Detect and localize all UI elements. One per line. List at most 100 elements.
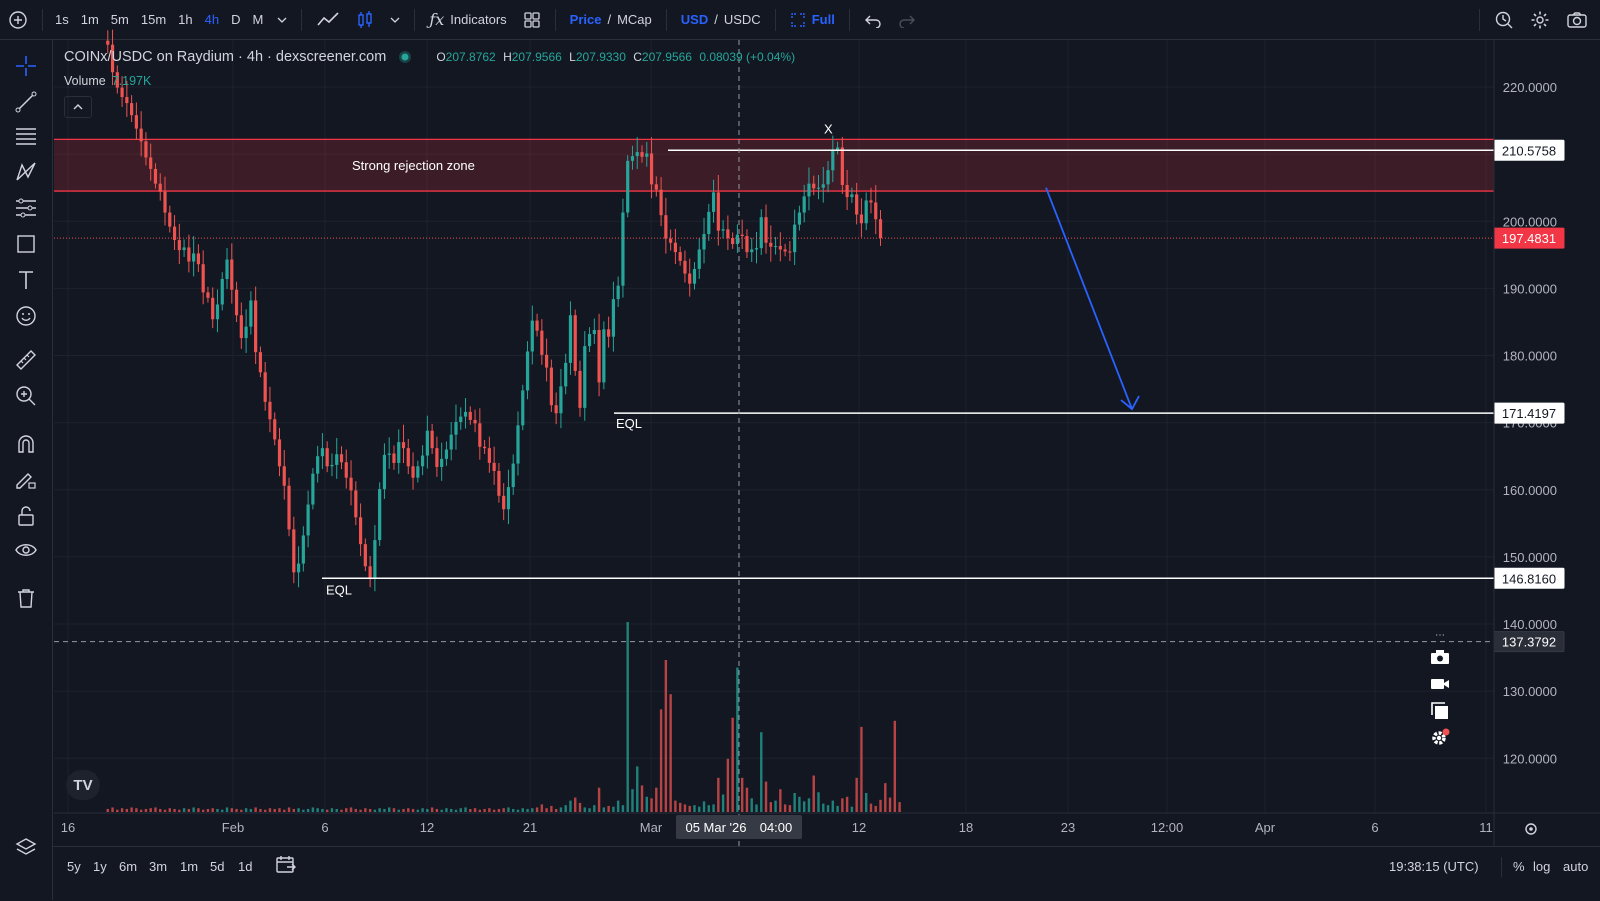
auto-toggle[interactable]: auto (1563, 859, 1589, 874)
chart-settings-button[interactable] (1428, 726, 1452, 750)
snapshot-button[interactable] (1558, 11, 1600, 29)
range-6m[interactable]: 6m (119, 859, 138, 874)
zoom-tool[interactable] (12, 382, 40, 410)
remove-drawings-tool[interactable] (12, 584, 40, 612)
candle-body (554, 405, 558, 414)
horizontal-lines-tool[interactable] (12, 122, 40, 150)
pattern-tool[interactable] (12, 158, 40, 186)
volume-bar (788, 805, 792, 812)
range-1d[interactable]: 1d (238, 859, 253, 874)
grid-layout-icon (524, 11, 540, 28)
volume-bar (554, 808, 558, 812)
timeframe-m[interactable]: M (252, 12, 264, 27)
layouts-button[interactable] (515, 11, 549, 29)
candle-body (192, 253, 196, 262)
volume-bar (674, 800, 677, 812)
object-tree-tool[interactable] (12, 834, 40, 862)
candle-chart-button[interactable] (348, 10, 382, 30)
line-chart-button[interactable] (308, 11, 348, 29)
candle-body (440, 458, 444, 467)
time-tick-label: 6 (321, 820, 328, 835)
date-range-button[interactable] (275, 855, 297, 878)
candle-body (793, 224, 797, 253)
timeframe-1h[interactable]: 1h (178, 12, 193, 27)
drawing-mode-tool[interactable] (12, 466, 40, 494)
close-value: 207.9566 (641, 50, 692, 64)
candle-body (702, 234, 706, 250)
utc-clock[interactable]: 19:38:15 (UTC) (1389, 859, 1479, 874)
tradingview-logo[interactable]: TV (66, 770, 100, 800)
trendline-tool[interactable] (12, 88, 40, 116)
range-5d[interactable]: 5d (210, 859, 225, 874)
chart-type-dropdown[interactable] (382, 16, 408, 24)
percent-toggle[interactable]: % (1513, 859, 1525, 874)
add-symbol-button[interactable] (0, 10, 36, 30)
candle-body (168, 212, 172, 227)
candle-body (807, 183, 811, 197)
volume-bar (736, 667, 739, 812)
more-tools-button[interactable]: ⋯ (1428, 628, 1452, 642)
collapse-legend-button[interactable] (64, 96, 92, 118)
replay-button[interactable] (1486, 10, 1522, 30)
time-tick-label: Feb (222, 820, 244, 835)
symbol-title[interactable]: COINx/USDC on Raydium · 4h · dexscreener… (64, 49, 387, 65)
undo-button[interactable] (856, 12, 890, 28)
range-1y[interactable]: 1y (93, 859, 107, 874)
range-1m[interactable]: 1m (180, 859, 199, 874)
candle-body (449, 434, 453, 450)
timeframe-dropdown[interactable] (269, 16, 295, 24)
candle-body (869, 200, 873, 203)
redo-button[interactable] (890, 12, 924, 28)
timeframe-5m[interactable]: 5m (110, 12, 129, 27)
copy-button[interactable] (1428, 699, 1452, 723)
hide-drawings-tool[interactable] (12, 536, 40, 564)
magnet-tool[interactable] (12, 430, 40, 458)
candle-body (392, 453, 396, 463)
record-button[interactable] (1428, 672, 1452, 696)
volume-bar (855, 777, 858, 812)
volume-bar (588, 808, 591, 812)
candle-body (697, 249, 701, 269)
volume-bar (268, 808, 272, 812)
volume-bar (807, 798, 811, 812)
indicators-button[interactable]: ƒx Indicators (421, 10, 514, 29)
currency-toggle[interactable]: USD / USDC (673, 12, 769, 27)
gear-icon (1432, 728, 1450, 745)
range-5y[interactable]: 5y (67, 859, 81, 874)
lock-drawings-tool[interactable] (12, 502, 40, 530)
toolbar-divider (554, 8, 556, 31)
candle-body (645, 153, 649, 157)
range-3m[interactable]: 3m (149, 859, 168, 874)
low-key: L (569, 50, 576, 64)
price-mcap-toggle[interactable]: Price / MCap (562, 12, 660, 27)
shape-tool[interactable] (12, 230, 40, 258)
timeframe-1s[interactable]: 1s (55, 12, 69, 27)
time-tick-label: 16 (61, 820, 75, 835)
volume-bar (263, 809, 267, 812)
settings-button[interactable] (1522, 10, 1558, 30)
volume-bar (445, 808, 448, 812)
volume-bar (516, 809, 520, 812)
log-toggle[interactable]: log (1533, 859, 1551, 874)
candle-body (153, 168, 158, 184)
timeframe-d[interactable]: D (231, 12, 241, 27)
timeframe-15m[interactable]: 15m (140, 12, 167, 27)
price-tick-label: 130.0000 (1503, 684, 1557, 699)
crosshair-tool[interactable] (12, 52, 40, 80)
volume-bar (144, 808, 148, 812)
candle-body (163, 191, 167, 213)
screenshot-button[interactable] (1428, 645, 1452, 669)
timeframe-1m[interactable]: 1m (80, 12, 99, 27)
volume-bar (512, 808, 515, 812)
text-tool[interactable] (12, 266, 40, 294)
forecast-tool[interactable] (12, 194, 40, 222)
timeframe-4h[interactable]: 4h (204, 12, 220, 27)
emoji-tool[interactable] (12, 302, 40, 330)
full-range-button[interactable]: Full (782, 12, 843, 28)
volume-bar (330, 808, 334, 812)
candle-body (821, 184, 825, 188)
volume-bar (550, 805, 553, 812)
measure-tool[interactable] (12, 346, 40, 374)
price-badge-bg (1493, 567, 1565, 589)
